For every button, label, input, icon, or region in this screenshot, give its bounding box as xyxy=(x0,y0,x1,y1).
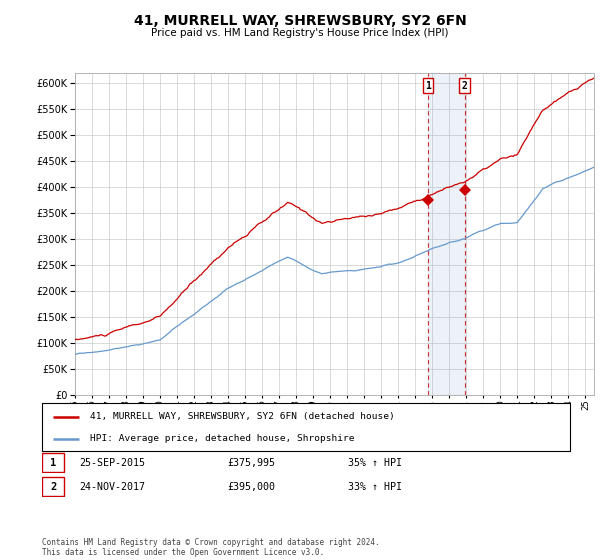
Text: 1: 1 xyxy=(50,458,56,468)
Text: £375,995: £375,995 xyxy=(227,458,275,468)
FancyBboxPatch shape xyxy=(42,403,570,451)
Text: Price paid vs. HM Land Registry's House Price Index (HPI): Price paid vs. HM Land Registry's House … xyxy=(151,28,449,38)
Text: 41, MURRELL WAY, SHREWSBURY, SY2 6FN: 41, MURRELL WAY, SHREWSBURY, SY2 6FN xyxy=(134,14,466,28)
Text: £395,000: £395,000 xyxy=(227,482,275,492)
Text: 25-SEP-2015: 25-SEP-2015 xyxy=(79,458,145,468)
Bar xyxy=(428,73,464,395)
Text: 33% ↑ HPI: 33% ↑ HPI xyxy=(348,482,402,492)
Text: 41, MURRELL WAY, SHREWSBURY, SY2 6FN (detached house): 41, MURRELL WAY, SHREWSBURY, SY2 6FN (de… xyxy=(89,412,394,421)
FancyBboxPatch shape xyxy=(42,453,64,472)
Text: 2: 2 xyxy=(50,482,56,492)
FancyBboxPatch shape xyxy=(42,477,64,496)
Text: 1: 1 xyxy=(425,81,431,91)
Text: HPI: Average price, detached house, Shropshire: HPI: Average price, detached house, Shro… xyxy=(89,435,354,444)
Text: Contains HM Land Registry data © Crown copyright and database right 2024.
This d: Contains HM Land Registry data © Crown c… xyxy=(42,538,380,557)
Text: 24-NOV-2017: 24-NOV-2017 xyxy=(79,482,145,492)
Text: 2: 2 xyxy=(462,81,467,91)
Text: 35% ↑ HPI: 35% ↑ HPI xyxy=(348,458,402,468)
